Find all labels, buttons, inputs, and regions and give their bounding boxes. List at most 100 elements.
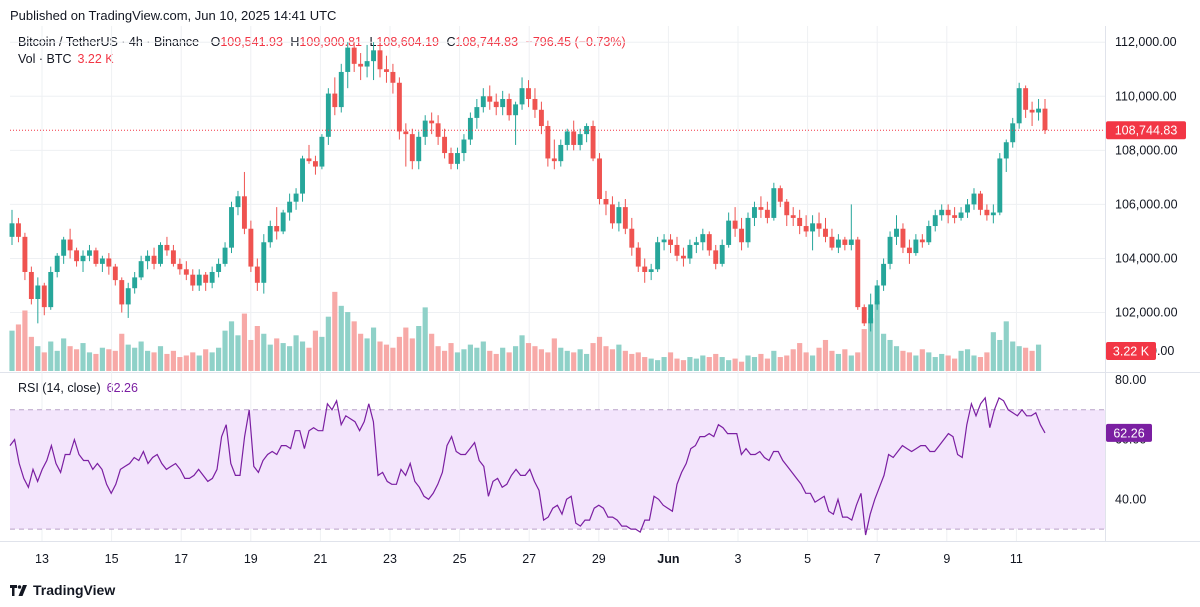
- candle-body: [597, 158, 602, 199]
- candle-body: [99, 258, 105, 264]
- candle-body: [332, 93, 338, 108]
- volume-bar: [900, 350, 906, 371]
- volume-label[interactable]: Vol · BTC: [18, 52, 72, 66]
- volume-bar: [435, 346, 441, 371]
- candle-body: [990, 212, 996, 216]
- volume-bar: [764, 358, 770, 371]
- candle-body: [635, 247, 641, 267]
- price-tick-label: 106,000.00: [1115, 197, 1178, 211]
- candle-body: [345, 47, 351, 72]
- volume-bar: [177, 357, 183, 371]
- candle-body: [913, 239, 919, 254]
- volume-bar: [287, 346, 293, 371]
- volume-bar: [80, 343, 86, 371]
- volume-badge-label: 3.22 K: [1113, 345, 1150, 359]
- time-tick-label: 5: [804, 552, 811, 566]
- volume-bar: [919, 349, 925, 371]
- candle-body: [1010, 123, 1016, 143]
- candle-body: [1029, 109, 1035, 113]
- volume-bar: [461, 349, 467, 371]
- volume-bar: [306, 347, 312, 371]
- candle-body: [513, 104, 519, 116]
- volume-bar: [887, 339, 893, 371]
- volume-bar: [829, 350, 835, 371]
- volume-legend: Vol · BTC 3.22 K: [18, 52, 114, 66]
- candle-body: [829, 236, 835, 248]
- price-tick-label: 112,000.00: [1115, 35, 1177, 49]
- volume-bar: [667, 352, 674, 371]
- candle-body: [506, 98, 512, 116]
- candle-body: [48, 271, 54, 308]
- volume-bar: [816, 347, 822, 371]
- candle-body: [209, 271, 215, 283]
- rsi-legend: RSI (14, close) 62.26: [18, 381, 138, 395]
- volume-bar: [551, 338, 557, 371]
- time-tick-label: 19: [244, 552, 258, 566]
- candle-body: [758, 207, 764, 210]
- candle-body: [519, 88, 525, 105]
- volume-bar: [390, 347, 396, 371]
- volume-bar: [299, 341, 306, 371]
- candle-body: [145, 255, 151, 262]
- candle-body: [939, 209, 945, 216]
- candle-body: [87, 250, 92, 256]
- candle-body: [500, 98, 506, 108]
- candle-body: [661, 239, 667, 243]
- candle-body: [848, 239, 854, 245]
- candle-body: [487, 96, 493, 102]
- volume-value: 3.22 K: [77, 52, 114, 66]
- volume-bar: [822, 339, 829, 371]
- time-tick-label: 3: [735, 552, 742, 566]
- volume-bar: [790, 349, 796, 371]
- candle-body: [216, 263, 222, 272]
- candle-body: [971, 193, 977, 205]
- candle-body: [409, 134, 415, 162]
- volume-bar: [525, 343, 532, 371]
- candle-body: [894, 228, 899, 237]
- time-tick-label: 11: [1010, 552, 1023, 566]
- candle-body: [603, 199, 609, 205]
- volume-bar: [338, 305, 344, 371]
- volume-bar: [590, 343, 596, 371]
- volume-bar: [971, 355, 977, 371]
- volume-bar: [332, 291, 338, 371]
- tradingview-brand[interactable]: TradingView: [10, 582, 115, 598]
- volume-bar: [416, 326, 422, 371]
- volume-bar: [751, 357, 758, 371]
- candle-body: [577, 134, 583, 145]
- candle-body: [241, 196, 247, 229]
- candle-body: [1023, 88, 1029, 110]
- published-caption: Published on TradingView.com, Jun 10, 20…: [10, 8, 337, 23]
- rsi-label[interactable]: RSI (14, close): [18, 381, 101, 395]
- volume-bar: [609, 349, 616, 371]
- candle-body: [435, 123, 441, 137]
- candle-body: [906, 247, 912, 254]
- candle-body: [119, 280, 125, 305]
- volume-bar: [261, 333, 267, 371]
- candle-body: [1003, 142, 1009, 159]
- volume-bar: [487, 350, 493, 371]
- volume-bar: [203, 349, 209, 371]
- volume-bar: [138, 341, 144, 371]
- candle-body: [455, 153, 460, 164]
- volume-bar: [990, 332, 996, 371]
- volume-bar: [738, 361, 745, 371]
- tradingview-logo-icon: [10, 584, 27, 596]
- volume-bar: [358, 333, 364, 371]
- candle-body: [248, 228, 254, 267]
- candle-body: [861, 307, 867, 324]
- symbol-legend: Bitcoin / TetherUS · 4h · Binance O109,5…: [18, 35, 626, 49]
- candle-body: [532, 98, 538, 110]
- volume-bar: [144, 350, 151, 371]
- volume-bar: [370, 327, 377, 371]
- volume-bar: [325, 316, 331, 371]
- candle-body: [926, 226, 932, 243]
- volume-bar: [577, 349, 583, 371]
- volume-bar: [99, 347, 105, 371]
- rsi-value: 62.26: [106, 381, 138, 395]
- volume-bar: [732, 358, 738, 371]
- candle-body: [1042, 108, 1048, 131]
- candle-body: [74, 250, 80, 262]
- volume-bar: [422, 307, 428, 371]
